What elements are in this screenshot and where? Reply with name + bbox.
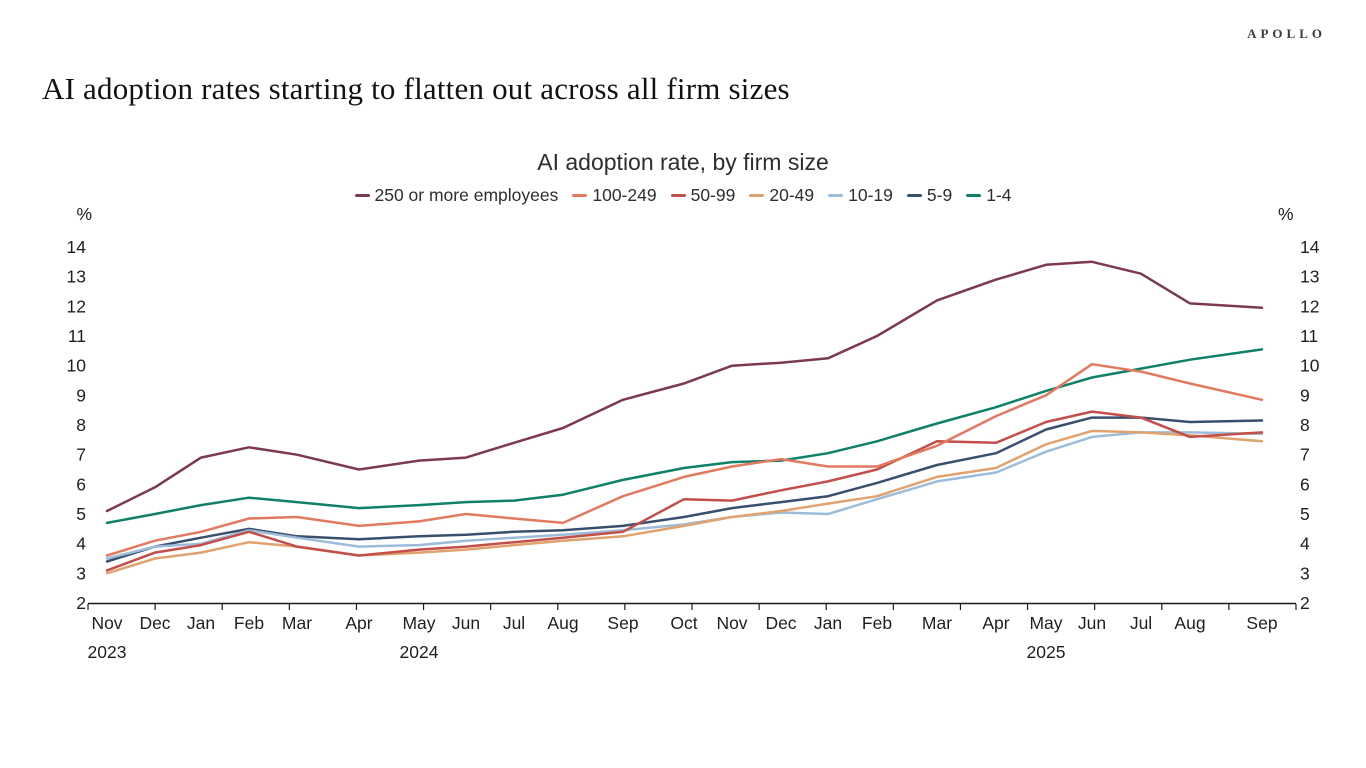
x-axis-month-label: Mar <box>922 613 952 633</box>
y-axis-label-left: 14 <box>67 237 87 257</box>
legend-swatch-icon <box>906 194 922 197</box>
legend-item-10-19: 10-19 <box>828 185 893 206</box>
y-axis-label-right: 10 <box>1300 356 1320 376</box>
y-axis-label-right: 14 <box>1300 237 1320 257</box>
x-axis-year-label: 2025 <box>1027 642 1066 662</box>
x-axis-month-label: Jun <box>452 613 480 633</box>
x-axis-month-label: Apr <box>345 613 372 633</box>
y-axis-label-left: 6 <box>76 474 86 494</box>
x-axis-month-label: Jul <box>503 613 525 633</box>
x-axis-month-label: Jan <box>187 613 215 633</box>
y-axis-label-right: 4 <box>1300 534 1310 554</box>
legend-label: 250 or more employees <box>374 185 559 205</box>
legend-item-5-9: 5-9 <box>906 185 953 206</box>
x-axis-year-label: 2023 <box>88 642 127 662</box>
series-line-250-or-more-employees <box>105 260 1264 513</box>
series-line-5-9 <box>105 416 1264 563</box>
apollo-logo: APOLLO <box>1247 26 1326 41</box>
y-axis-label-left: 7 <box>76 445 86 465</box>
x-axis-month-label: Nov <box>91 613 122 633</box>
y-axis-label-left: 8 <box>76 415 86 435</box>
legend-label: 1-4 <box>986 185 1012 205</box>
y-axis-unit-right: % <box>1278 204 1294 224</box>
y-axis-label-left: 10 <box>67 356 87 376</box>
chart-legend: 250 or more employees 100-249 50-99 20-49 10… <box>0 185 1366 206</box>
y-axis-label-right: 2 <box>1300 593 1310 613</box>
x-axis-month-label: Oct <box>670 613 697 633</box>
x-axis-month-label: Aug <box>1174 613 1205 633</box>
y-axis-label-right: 6 <box>1300 474 1310 494</box>
x-axis-month-label: May <box>402 613 435 633</box>
y-axis-label-right: 11 <box>1300 326 1318 346</box>
x-axis-month-label: Nov <box>716 613 747 633</box>
y-axis-label-right: 3 <box>1300 563 1310 583</box>
y-axis-label-right: 8 <box>1300 415 1310 435</box>
series-line-10-19 <box>105 431 1264 560</box>
y-axis-label-right: 13 <box>1300 267 1319 287</box>
legend-swatch-icon <box>354 194 370 197</box>
y-axis-label-left: 13 <box>67 267 86 287</box>
legend-item-100-249: 100-249 <box>572 185 657 206</box>
y-axis-label-right: 7 <box>1300 445 1310 465</box>
legend-swatch-icon <box>670 194 686 197</box>
x-axis-month-label: Jan <box>814 613 842 633</box>
x-axis-year-label: 2024 <box>400 642 439 662</box>
y-axis-label-left: 11 <box>68 326 86 346</box>
legend-label: 100-249 <box>592 185 657 205</box>
legend-label: 10-19 <box>848 185 893 205</box>
x-axis-month-label: Aug <box>547 613 578 633</box>
x-axis-month-label: Jun <box>1078 613 1106 633</box>
x-axis-month-label: Feb <box>862 613 892 633</box>
y-axis-label-right: 12 <box>1300 296 1319 316</box>
legend-swatch-icon <box>828 194 844 197</box>
legend-label: 50-99 <box>690 185 736 205</box>
y-axis-label-left: 5 <box>76 504 86 524</box>
y-axis-label-left: 3 <box>76 563 86 583</box>
series-line-100-249 <box>105 362 1264 557</box>
x-axis-month-label: Jul <box>1130 613 1152 633</box>
x-axis-month-label: Dec <box>139 613 170 633</box>
y-axis-label-right: 5 <box>1300 504 1310 524</box>
y-axis-label-left: 2 <box>76 593 86 613</box>
x-axis-month-label: May <box>1029 613 1062 633</box>
page-title: AI adoption rates starting to flatten ou… <box>42 70 790 106</box>
legend-item-50-99: 50-99 <box>670 185 736 206</box>
legend-swatch-icon <box>749 194 765 197</box>
y-axis-label-left: 4 <box>76 534 86 554</box>
legend-label: 5-9 <box>926 185 953 205</box>
x-axis-month-label: Sep <box>1246 613 1277 633</box>
y-axis-label-left: 12 <box>67 296 86 316</box>
series-line-20-49 <box>105 429 1264 575</box>
x-axis-month-label: Feb <box>234 613 264 633</box>
x-axis-month-label: Dec <box>765 613 796 633</box>
legend-swatch-icon <box>572 194 588 197</box>
x-axis-month-label: Sep <box>607 613 638 633</box>
legend-item-20-49: 20-49 <box>749 185 814 206</box>
chart-title: AI adoption rate, by firm size <box>537 149 829 175</box>
legend-item-1-4: 1-4 <box>966 185 1011 206</box>
y-axis-label-left: 9 <box>76 385 86 405</box>
x-axis-month-label: Apr <box>982 613 1009 633</box>
x-axis-month-label: Mar <box>282 613 312 633</box>
series-line-1-4 <box>105 348 1264 525</box>
y-axis-unit-left: % <box>76 204 92 224</box>
y-axis-label-right: 9 <box>1300 385 1310 405</box>
legend-label: 20-49 <box>769 185 815 205</box>
legend-swatch-icon <box>966 194 982 197</box>
legend-item-250-or-more-employees: 250 or more employees <box>354 185 559 206</box>
series-line-50-99 <box>105 410 1264 572</box>
